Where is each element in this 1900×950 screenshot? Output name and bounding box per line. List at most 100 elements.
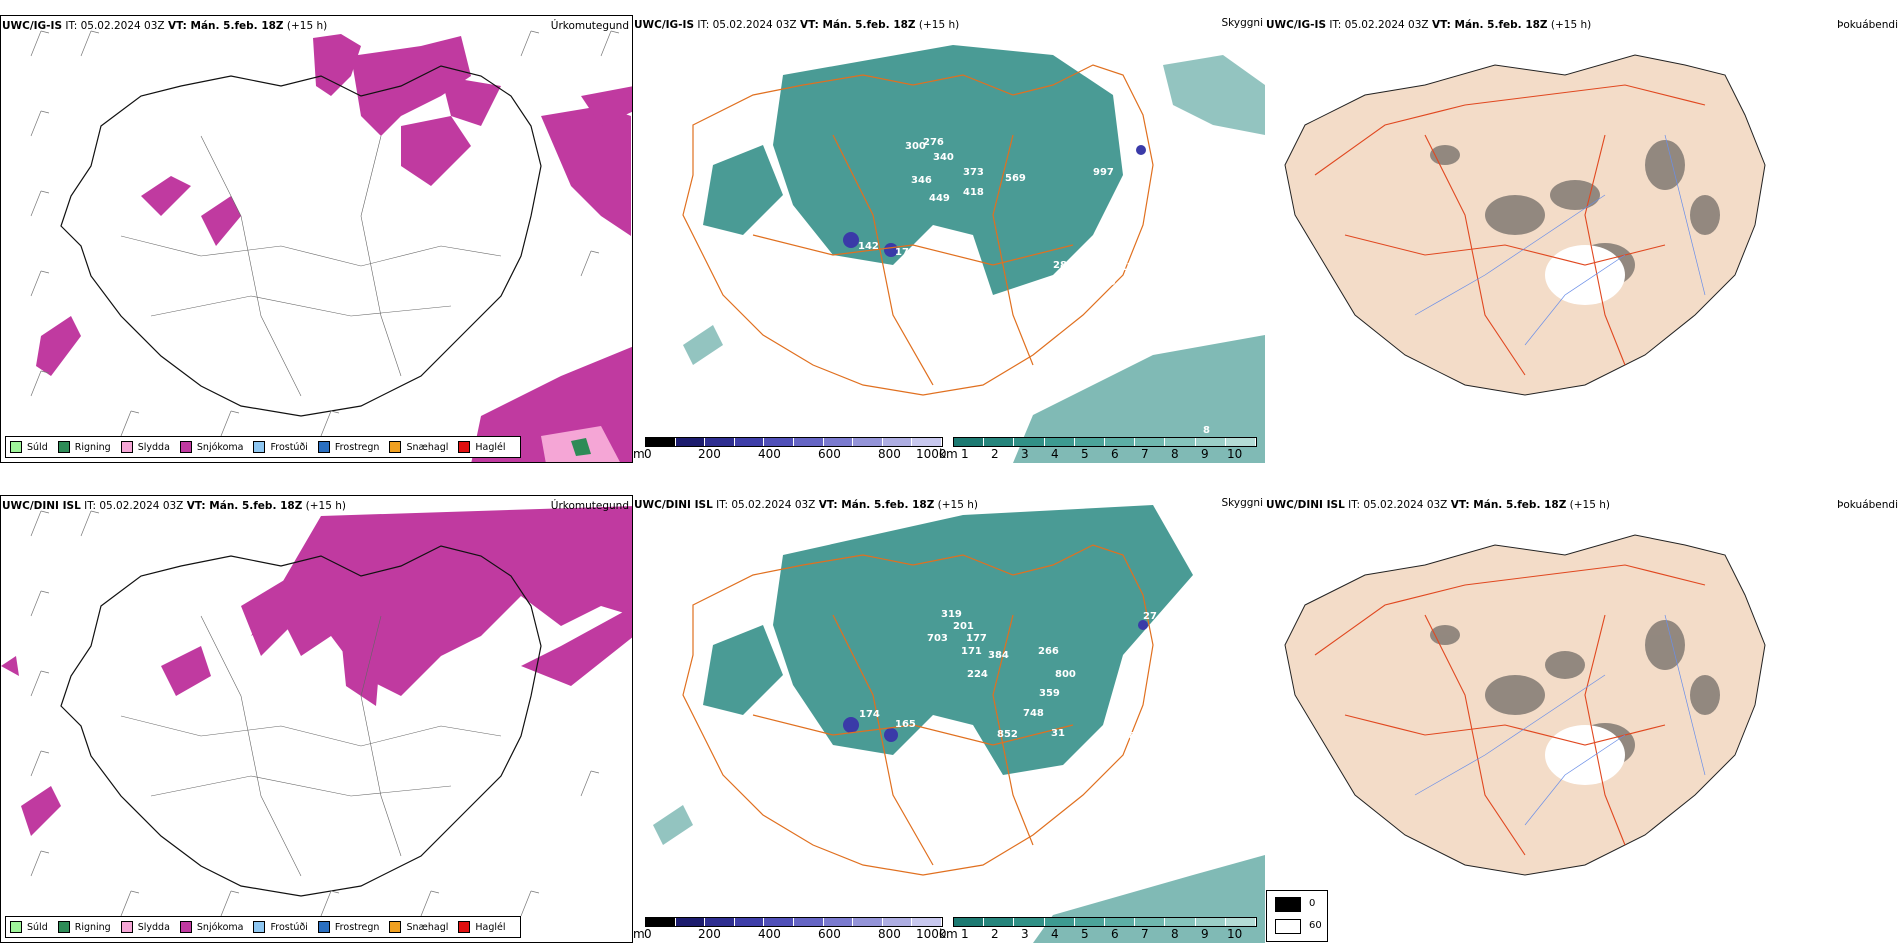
height-label: 800 [1055, 669, 1076, 680]
visibility-tick: 8 [1171, 927, 1179, 941]
visibility-unit: km [939, 447, 958, 461]
height-tick: 600 [818, 927, 841, 941]
height-label: 384 [988, 650, 1009, 661]
height-tick: 1000 [916, 447, 947, 461]
panel-right-title: Skyggni [1221, 497, 1264, 509]
height-tick: 1000 [916, 927, 947, 941]
height-tick: 800 [878, 447, 901, 461]
precip-legend: Súld Rigning Slydda Snjókoma Frostúði Fr… [5, 436, 521, 458]
legend-item: Frostúði [253, 921, 308, 933]
height-tick: 800 [878, 927, 901, 941]
init-time: IT: 05.02.2024 03Z [84, 500, 184, 512]
legend-item: Súld [10, 441, 48, 453]
legend-item: Rigning [57, 921, 111, 933]
legend-item: Súld [10, 921, 48, 933]
height-label: 569 [1005, 173, 1026, 184]
height-label: 266 [1038, 646, 1059, 657]
legend-item: Snæhagl [389, 441, 448, 453]
init-time: IT: 05.02.2024 03Z [65, 20, 165, 32]
lead-time: (+15 h) [305, 500, 347, 512]
height-label: 359 [1039, 688, 1060, 699]
legend-item: Haglél [458, 441, 506, 453]
fog-legend-black [1275, 897, 1301, 912]
visibility-unit: km [939, 927, 958, 941]
legend-item: Snjókoma [179, 441, 243, 453]
height-tick: 600 [818, 447, 841, 461]
height-unit: m [633, 927, 645, 941]
panel-right-title: Úrkomutegund [550, 20, 629, 32]
visibility-map: 300 276 340 373 346 418 449 569 997 142 … [682, 45, 1265, 463]
fog-legend-white [1275, 919, 1301, 934]
visibility-tick: 9 [1201, 927, 1209, 941]
height-tick: 200 [698, 447, 721, 461]
visibility-tick: 6 [1111, 447, 1119, 461]
legend-item: Frostregn [317, 441, 379, 453]
height-label: 418 [963, 187, 984, 198]
visibility-tick: 5 [1081, 447, 1089, 461]
height-label: 346 [911, 175, 932, 186]
visibility-tick: 4 [1051, 447, 1059, 461]
legend-item: Snjókoma [179, 921, 243, 933]
visibility-tick: 3 [1021, 447, 1029, 461]
visibility-panel-row1: 300 276 340 373 346 418 449 569 997 142 … [633, 15, 1265, 463]
visibility-tick: 3 [1021, 927, 1029, 941]
height-colorbar-bar [645, 917, 943, 927]
panel-title: UWC/IG-IS IT: 05.02.2024 03Z VT: Mán. 5.… [2, 20, 327, 32]
legend-item: Frostúði [253, 441, 308, 453]
visibility-tick: 7 [1141, 447, 1149, 461]
height-colorbar: m 0 200 400 600 800 1000 [633, 916, 947, 941]
height-unit: m [633, 447, 645, 461]
visibility-colorbar: km 1 2 3 4 5 6 7 8 9 10 [939, 436, 1265, 461]
height-label: 165 [895, 719, 916, 730]
height-label: 373 [963, 167, 984, 178]
fog-map [1284, 534, 1766, 876]
height-colorbar: m 0 200 400 600 800 1000 [633, 436, 947, 461]
height-tick: 200 [698, 927, 721, 941]
height-label: 852 [997, 729, 1018, 740]
height-label: 201 [953, 621, 974, 632]
height-label: 276 [923, 137, 944, 148]
height-label: 31 [1051, 728, 1065, 739]
visibility-colorbar: km 1 2 3 4 5 6 7 8 9 10 [939, 916, 1265, 941]
legend-item: Rigning [57, 441, 111, 453]
fog-legend-low: 60 [1309, 920, 1322, 931]
height-tick: 400 [758, 927, 781, 941]
precip-type-map [30, 30, 632, 462]
visibility-tick: 1 [961, 927, 969, 941]
panel-title: UWC/DINI ISL IT: 05.02.2024 03Z VT: Mán.… [1266, 499, 1611, 511]
height-label: 27 [1143, 611, 1157, 622]
valid-time: VT: Mán. 5.feb. 18Z [186, 500, 303, 512]
legend-item: Haglél [458, 921, 506, 933]
visibility-tick: 5 [1081, 927, 1089, 941]
panel-title: UWC/DINI ISL IT: 05.02.2024 03Z VT: Mán.… [634, 499, 979, 511]
panel-title: UWC/IG-IS IT: 05.02.2024 03Z VT: Mán. 5.… [1266, 19, 1592, 31]
height-tick: 0 [644, 927, 652, 941]
legend-item: Snæhagl [389, 921, 448, 933]
fog-legend-high: 0 [1309, 898, 1316, 909]
panel-title: UWC/IG-IS IT: 05.02.2024 03Z VT: Mán. 5.… [634, 19, 960, 31]
height-label: 300 [905, 141, 926, 152]
precip-type-map [1, 506, 632, 917]
height-label: 142 [858, 241, 879, 252]
height-label: 228 [1115, 731, 1136, 742]
visibility-map: 319 201 703 177 171 384 224 266 800 359 … [653, 505, 1265, 943]
height-colorbar-bar [645, 437, 943, 447]
precip-type-panel-row1: UWC/IG-IS IT: 05.02.2024 03Z VT: Mán. 5.… [0, 15, 633, 463]
height-label: 997 [1093, 167, 1114, 178]
height-label: 319 [941, 609, 962, 620]
visibility-tick: 2 [991, 447, 999, 461]
visibility-panel-row2: 319 201 703 177 171 384 224 266 800 359 … [633, 495, 1265, 943]
model-name: UWC/DINI ISL [2, 500, 81, 512]
lead-time: (+15 h) [286, 20, 328, 32]
visibility-tick: 4 [1051, 927, 1059, 941]
visibility-tick: 6 [1111, 927, 1119, 941]
height-label: 174 [859, 709, 880, 720]
visibility-tick: 10 [1227, 927, 1243, 941]
panel-right-title: Þokuábendi [1837, 19, 1898, 31]
valid-time: VT: Mán. 5.feb. 18Z [167, 20, 284, 32]
height-label: 176 [895, 247, 916, 258]
panel-title: UWC/DINI ISL IT: 05.02.2024 03Z VT: Mán.… [2, 500, 346, 512]
fog-map [1284, 54, 1766, 396]
visibility-tick: 9 [1201, 447, 1209, 461]
visibility-tick: 8 [1171, 447, 1179, 461]
